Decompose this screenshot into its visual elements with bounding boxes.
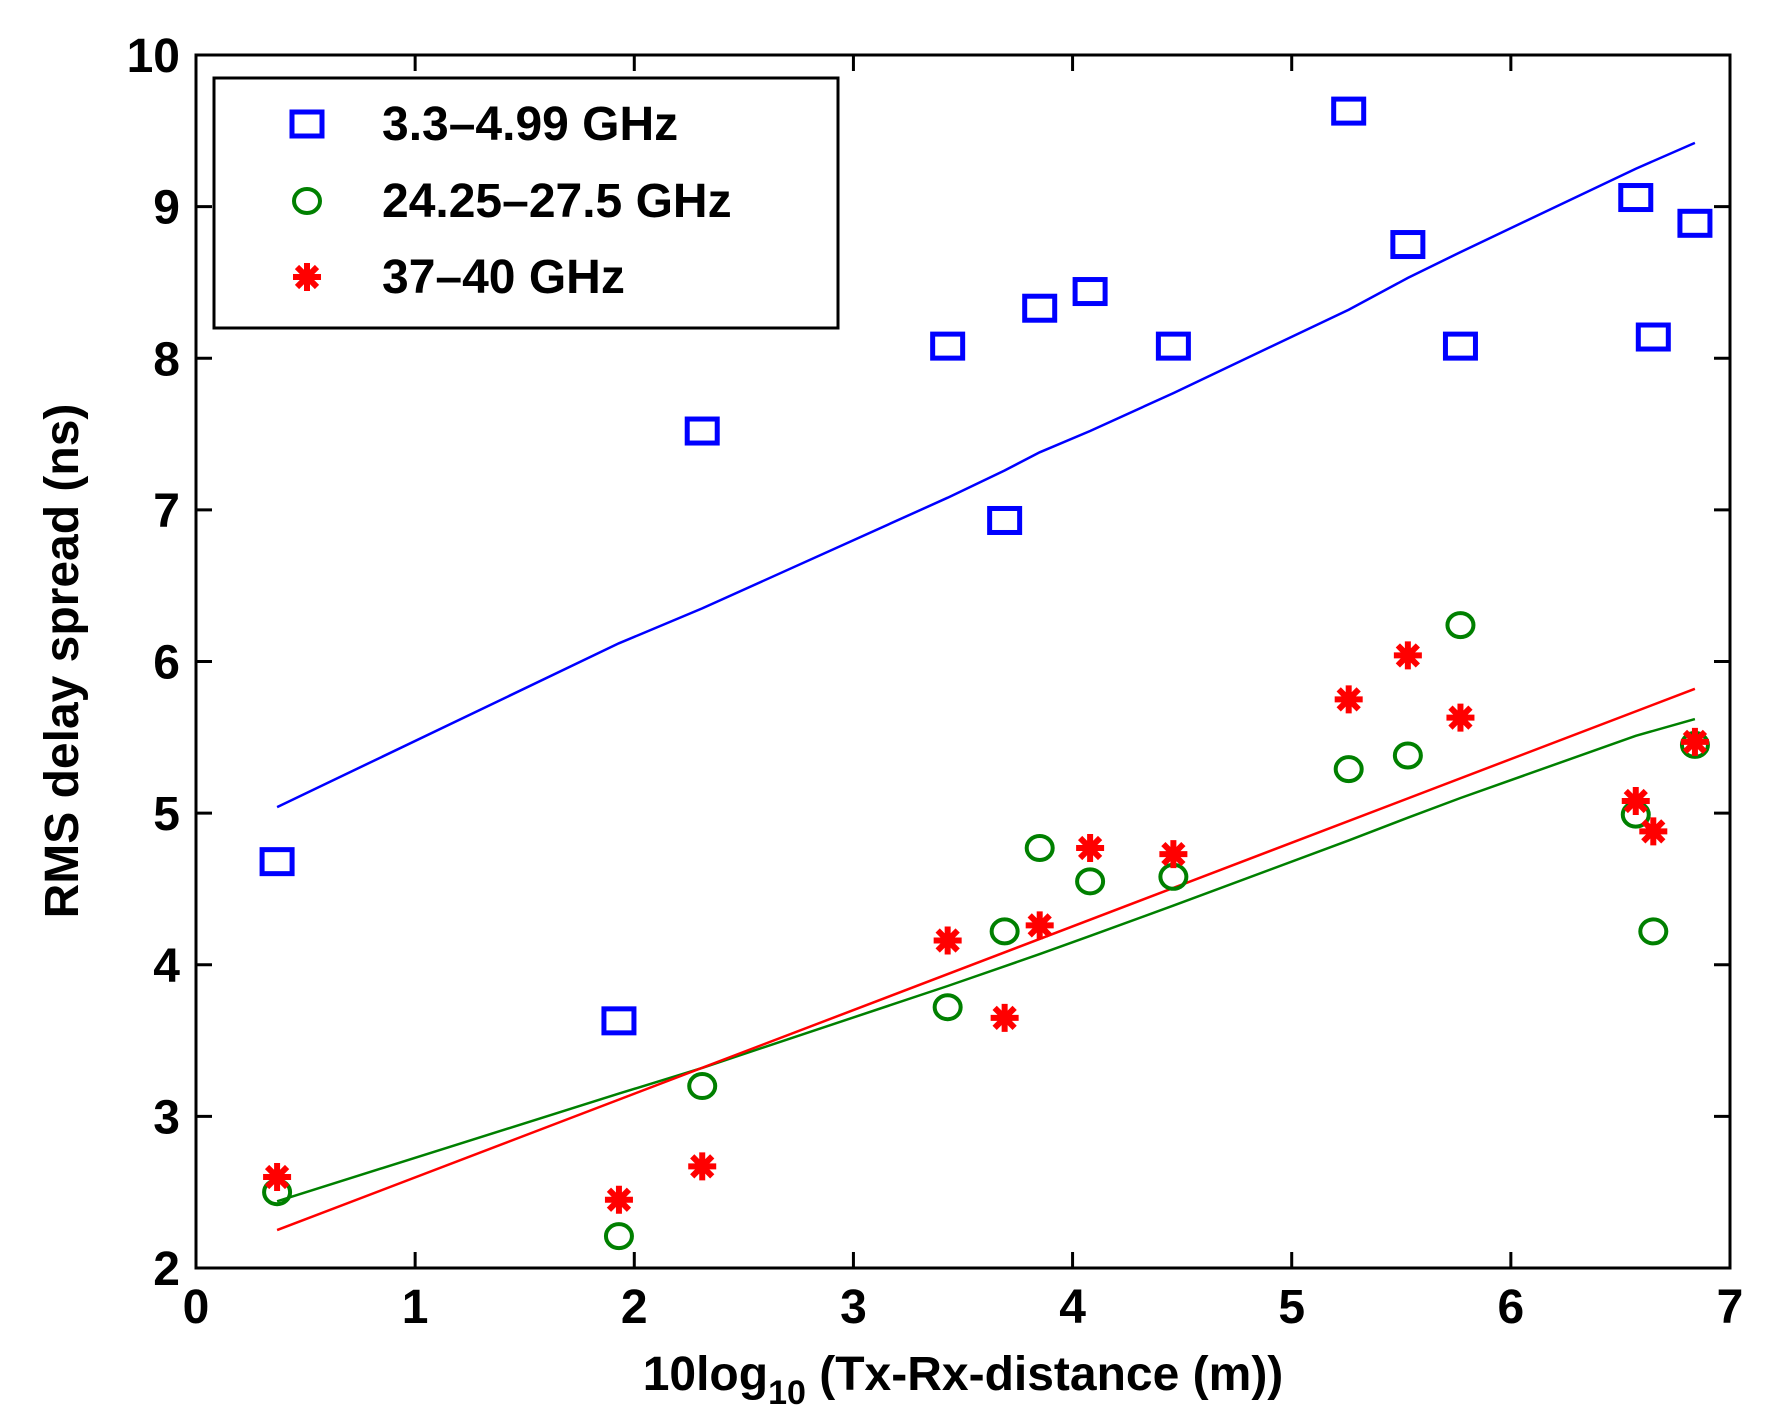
- data-point-37-40-ghz: [688, 1152, 717, 1181]
- data-point-24-25-27-5-ghz: [687, 1072, 718, 1101]
- data-point-3-3-4-99-ghz: [1155, 331, 1191, 361]
- data-point-24-25-27-5-ghz: [1333, 755, 1364, 784]
- legend-marker-3-3-4-99-ghz: [289, 109, 325, 139]
- data-point-3-3-4-99-ghz: [1442, 331, 1478, 361]
- x-tick-label: 0: [183, 1281, 210, 1334]
- x-axis-title-prefix: 10log: [643, 1348, 768, 1401]
- data-point-24-25-27-5-ghz: [1075, 867, 1106, 896]
- data-point-37-40-ghz: [1393, 641, 1422, 670]
- data-point-37-40-ghz: [990, 1003, 1019, 1032]
- fit-line-37-40-ghz: [276, 687, 1696, 1232]
- x-axis: 0 1 2 3 4 5 6 7: [183, 55, 1744, 1334]
- x-tick-label: 3: [840, 1281, 867, 1334]
- data-point-24-25-27-5-ghz: [932, 993, 963, 1022]
- y-tick-label: 10: [127, 30, 180, 83]
- data-point-3-3-4-99-ghz: [1618, 183, 1654, 213]
- data-point-3-3-4-99-ghz: [1331, 96, 1367, 126]
- x-tick-label: 7: [1717, 1281, 1744, 1334]
- data-point-24-25-27-5-ghz: [989, 917, 1020, 946]
- x-axis-title-suffix: (Tx-Rx-distance (m)): [806, 1348, 1283, 1401]
- legend: 3.3–4.99 GHz 24.25–27.5 GHz 37–40 GHz: [212, 76, 840, 330]
- data-point-3-3-4-99-ghz: [1677, 208, 1713, 238]
- legend-marker-24-25-27-5-ghz: [292, 187, 322, 215]
- x-tick-label: 2: [621, 1281, 648, 1334]
- data-point-37-40-ghz: [604, 1185, 633, 1214]
- x-axis-title: 10log10 (Tx-Rx-distance (m)): [643, 1348, 1284, 1412]
- y-tick-label: 6: [153, 637, 180, 690]
- y-tick-label: 7: [153, 485, 180, 538]
- data-point-3-3-4-99-ghz: [1022, 293, 1058, 323]
- data-point-3-3-4-99-ghz: [1072, 277, 1108, 307]
- y-tick-label: 3: [153, 1091, 180, 1144]
- y-axis: 2 3 4 5 6 7 8 9 10: [127, 30, 1730, 1296]
- fit-lines: [276, 141, 1696, 1232]
- legend-marker-37-40-ghz: [293, 263, 321, 291]
- y-tick-label: 5: [153, 788, 180, 841]
- data-point-3-3-4-99-ghz: [684, 416, 720, 446]
- data-point-37-40-ghz: [1076, 833, 1105, 862]
- data-point-3-3-4-99-ghz: [987, 505, 1023, 535]
- x-tick-label: 5: [1278, 1281, 1305, 1334]
- legend-label-37-40-ghz: 37–40 GHz: [382, 251, 625, 304]
- data-point-24-25-27-5-ghz: [1392, 741, 1423, 770]
- y-tick-label: 4: [153, 940, 180, 993]
- legend-label-3-3-4-99-ghz: 3.3–4.99 GHz: [382, 98, 678, 151]
- data-point-37-40-ghz: [1159, 840, 1188, 869]
- x-tick-label: 1: [402, 1281, 429, 1334]
- legend-markers: [289, 109, 325, 291]
- data-point-37-40-ghz: [1639, 817, 1668, 846]
- x-tick-label: 4: [1059, 1281, 1086, 1334]
- data-point-24-25-27-5-ghz: [603, 1222, 634, 1251]
- y-tick-label: 8: [153, 333, 180, 386]
- data-point-3-3-4-99-ghz: [1390, 230, 1426, 260]
- data-point-37-40-ghz: [933, 926, 962, 955]
- data-point-37-40-ghz: [1621, 786, 1650, 815]
- data-point-3-3-4-99-ghz: [930, 331, 966, 361]
- data-point-24-25-27-5-ghz: [1024, 833, 1055, 862]
- y-axis-title: RMS delay spread (ns): [36, 404, 89, 919]
- data-point-3-3-4-99-ghz: [259, 847, 295, 877]
- data-point-24-25-27-5-ghz: [1445, 611, 1476, 640]
- data-point-37-40-ghz: [1680, 727, 1709, 756]
- data-point-37-40-ghz: [1025, 911, 1054, 940]
- data-point-24-25-27-5-ghz: [1638, 917, 1669, 946]
- legend-label-24-25-27-5-ghz: 24.25–27.5 GHz: [382, 175, 732, 228]
- x-tick-label: 6: [1498, 1281, 1525, 1334]
- y-tick-label: 2: [153, 1243, 180, 1296]
- x-axis-title-subscript: 10: [768, 1374, 806, 1412]
- data-point-3-3-4-99-ghz: [601, 1006, 637, 1036]
- data-point-37-40-ghz: [1446, 703, 1475, 732]
- y-tick-label: 9: [153, 182, 180, 235]
- data-point-3-3-4-99-ghz: [1635, 322, 1671, 352]
- data-point-37-40-ghz: [263, 1163, 292, 1192]
- data-markers: [259, 96, 1713, 1251]
- data-point-37-40-ghz: [1334, 685, 1363, 714]
- fit-line-3-3-4-99-ghz: [276, 141, 1696, 809]
